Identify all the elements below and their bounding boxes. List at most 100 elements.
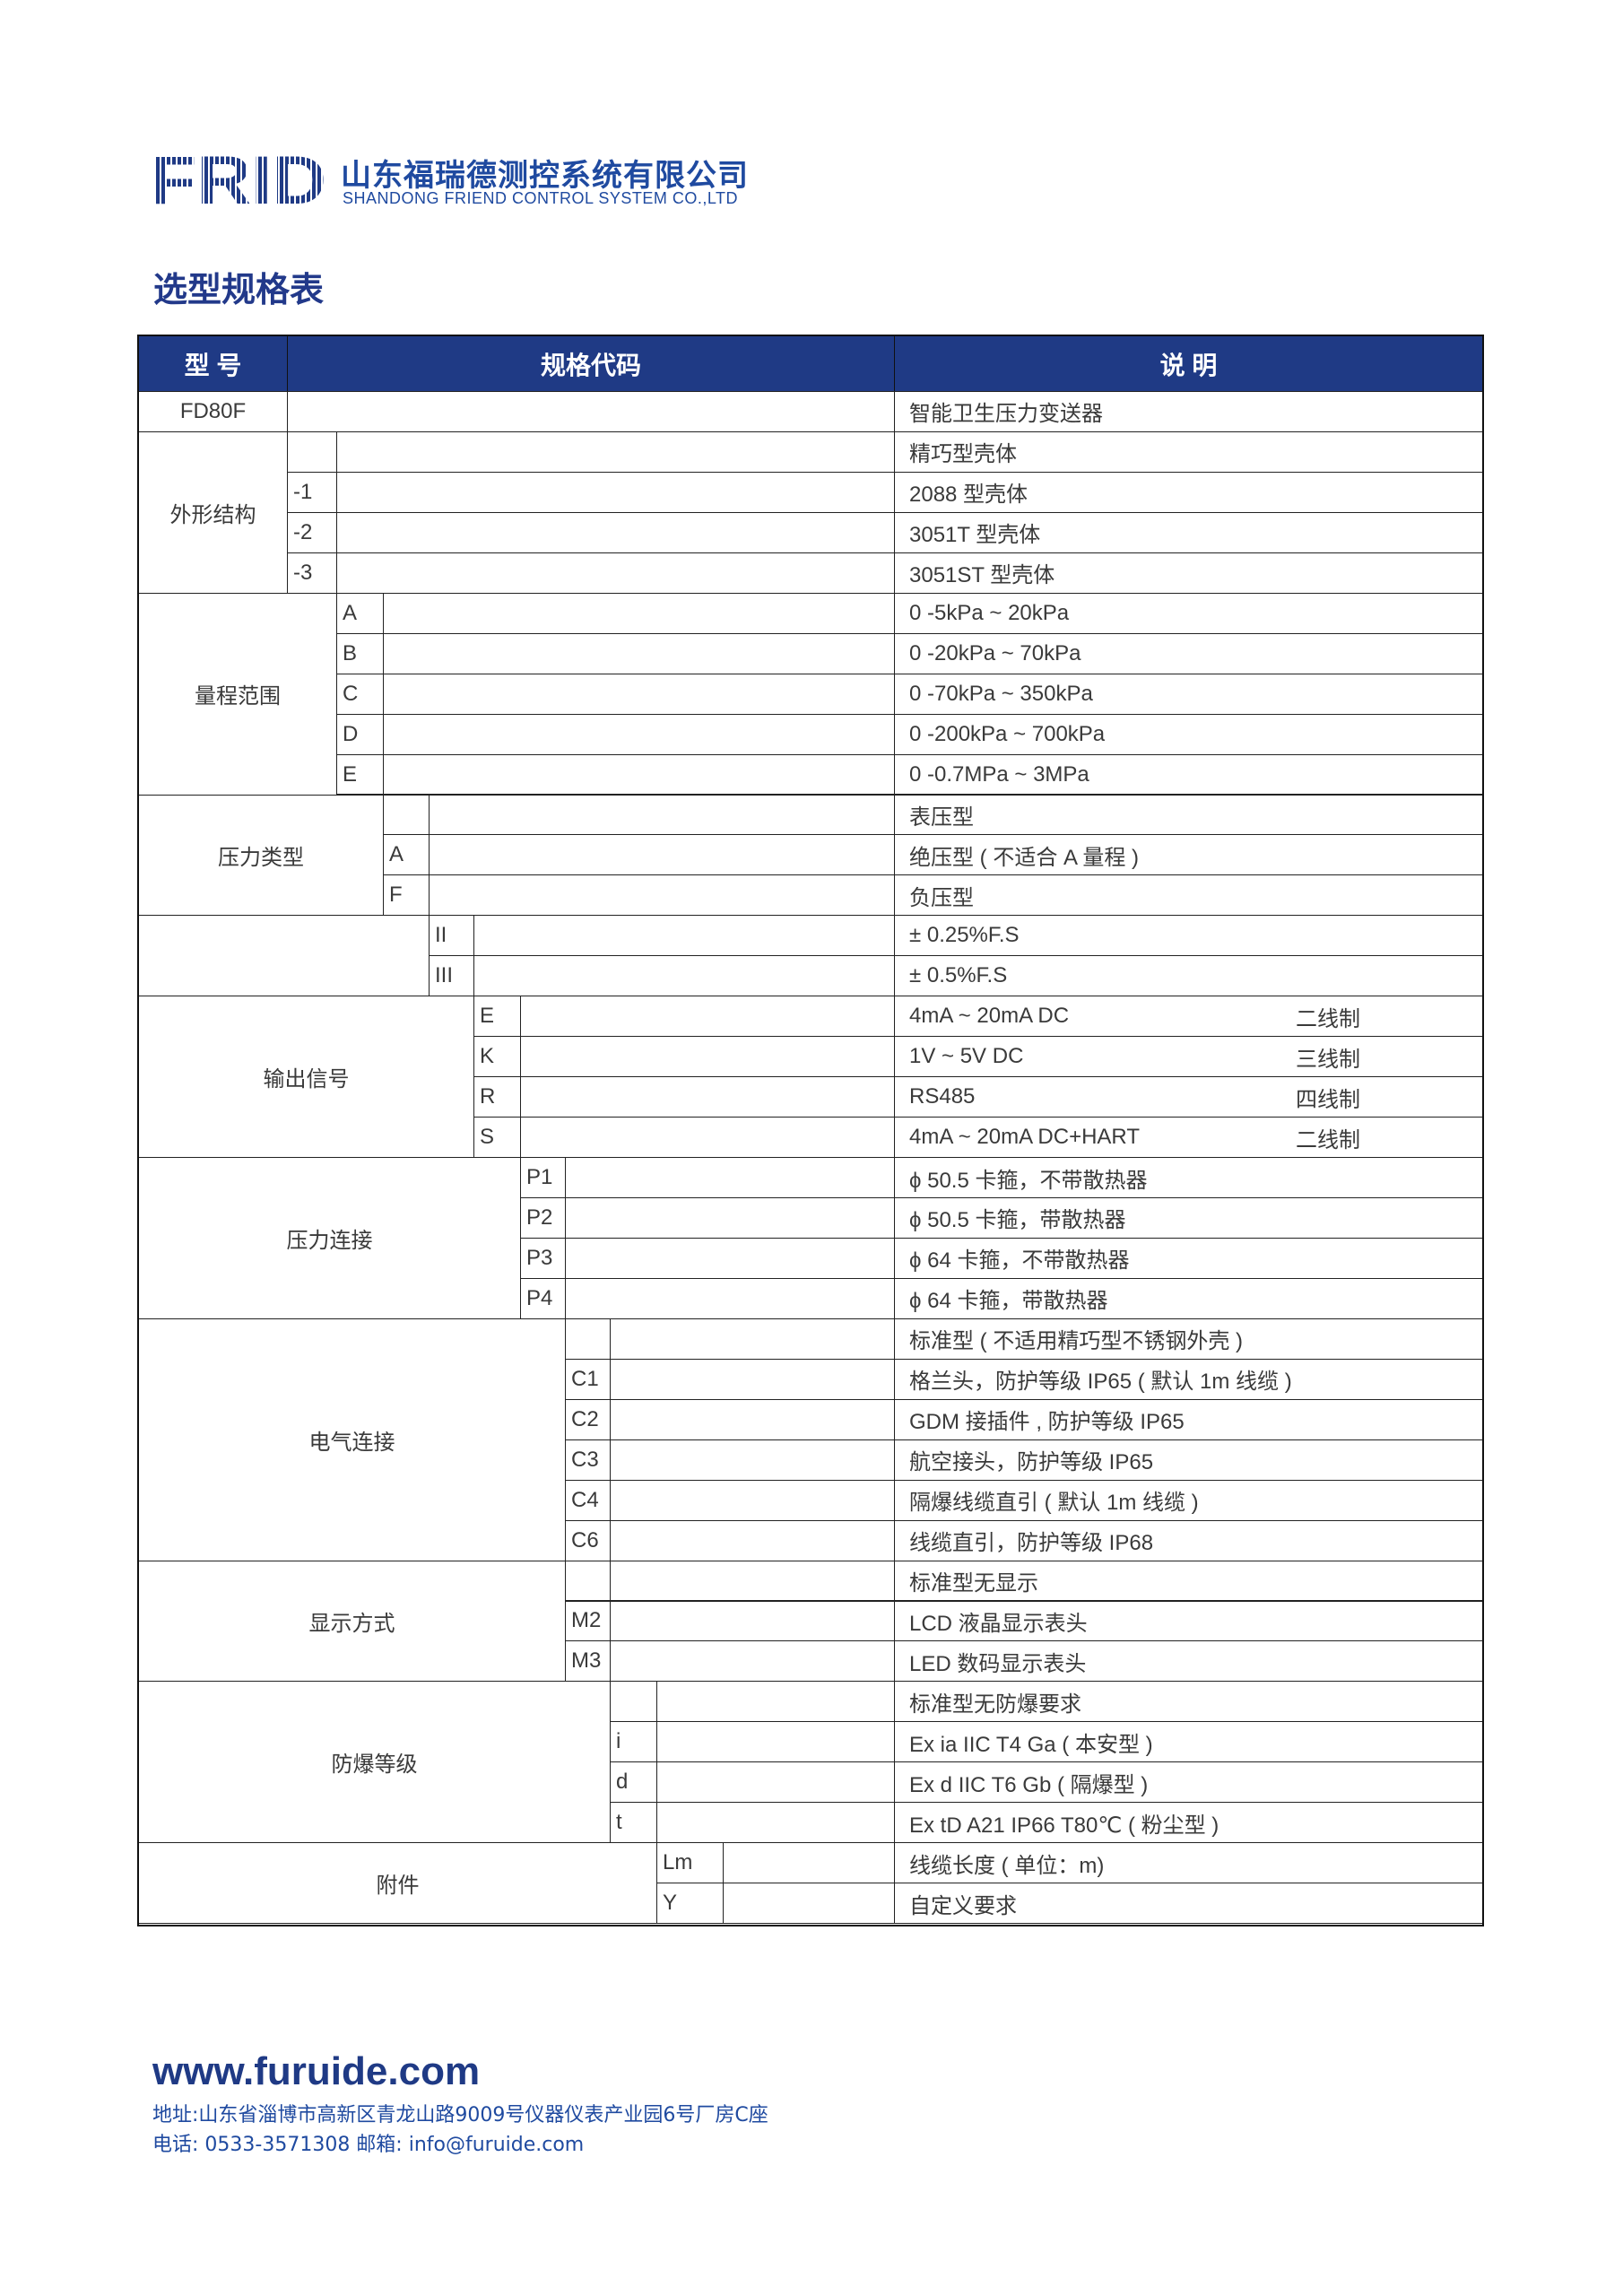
code-filler: [610, 1519, 895, 1561]
description-text: 0 -5kPa ~ 20kPa: [909, 600, 1070, 625]
code-filler: [429, 794, 895, 836]
description-text: 格兰头，防护等级 IP65 ( 默认 1m 线缆 ): [909, 1370, 1292, 1395]
spec-description: 4mA ~ 20mA DC+HART 二线制: [894, 1117, 1484, 1159]
spec-code: C4: [565, 1479, 611, 1521]
header-model: 型 号: [138, 335, 288, 392]
spec-description: 4mA ~ 20mA DC 二线制: [894, 996, 1484, 1038]
code-filler: [723, 1883, 895, 1925]
group-label: 压力类型: [138, 794, 384, 917]
code-filler: [429, 874, 895, 917]
group-label: [138, 915, 430, 997]
company-name-cn: 山东福瑞德测控系统有限公司: [341, 158, 749, 194]
description-text: 0 -70kPa ~ 350kPa: [909, 681, 1093, 706]
code-filler: [383, 592, 895, 634]
code-filler: [287, 391, 895, 432]
wiring-note: 三线制: [1296, 1047, 1360, 1072]
spec-code: Y: [656, 1883, 724, 1925]
description-text: Ex ia IIC T4 Ga ( 本安型 ): [909, 1732, 1153, 1757]
description-text: Ex d IIC T6 Gb ( 隔爆型 ): [909, 1772, 1149, 1797]
spec-description: 绝压型 ( 不适合 A 量程 ): [894, 834, 1484, 876]
code-filler: [565, 1157, 895, 1198]
group-label: 压力连接: [138, 1157, 521, 1319]
wiring-note: 四线制: [1296, 1087, 1360, 1112]
spec-description: 2088 型壳体: [894, 471, 1484, 513]
spec-description: 智能卫生压力变送器: [894, 391, 1484, 432]
svg-text:FRID: FRID: [151, 152, 326, 206]
description-text: 表压型: [909, 804, 974, 830]
code-filler: [336, 430, 895, 473]
code-filler: [565, 1237, 895, 1279]
spec-code: C6: [565, 1519, 611, 1561]
description-text: 标准型无显示: [909, 1571, 1038, 1596]
group-label: 显示方式: [138, 1560, 566, 1683]
spec-code: Lm: [656, 1842, 724, 1884]
group-label: FD80F: [138, 391, 288, 432]
spec-description: 航空接头，防护等级 IP65: [894, 1439, 1484, 1481]
wiring-note: 二线制: [1296, 1006, 1360, 1031]
description-text: 自定义要求: [909, 1893, 1017, 1918]
code-filler: [610, 1439, 895, 1481]
description-text: 负压型: [909, 885, 974, 910]
description-text: ± 0.25%F.S: [909, 923, 1020, 948]
description-text: 3051ST 型壳体: [909, 563, 1055, 588]
spec-description: 3051T 型壳体: [894, 511, 1484, 553]
spec-description: 0 -70kPa ~ 350kPa: [894, 673, 1484, 715]
spec-code: K: [473, 1036, 521, 1078]
code-filler: [610, 1479, 895, 1521]
description-text: 线缆直引，防护等级 IP68: [909, 1531, 1154, 1556]
spec-code: C2: [565, 1398, 611, 1440]
contact-info: 电话: 0533-3571308 邮箱: info@furuide.com: [152, 2134, 585, 2156]
description-text: 4mA ~ 20mA DC+HART: [909, 1125, 1140, 1150]
spec-code: [565, 1560, 611, 1602]
description-text: 绝压型 ( 不适合 A 量程 ): [909, 845, 1140, 870]
spec-code: C: [336, 673, 384, 715]
code-filler: [723, 1842, 895, 1884]
spec-description: ± 0.25%F.S: [894, 915, 1484, 957]
spec-description: 3051ST 型壳体: [894, 552, 1484, 594]
spec-code: d: [610, 1761, 657, 1804]
spec-description: LED 数码显示表头: [894, 1640, 1484, 1683]
spec-description: ± 0.5%F.S: [894, 955, 1484, 997]
description-text: LED 数码显示表头: [909, 1651, 1087, 1676]
spec-code: -2: [287, 511, 337, 553]
group-label: 附件: [138, 1842, 657, 1925]
spec-code: -1: [287, 471, 337, 513]
description-text: 线缆长度 ( 单位：m): [909, 1853, 1105, 1878]
code-filler: [429, 834, 895, 876]
code-filler: [520, 1076, 895, 1118]
spec-description: ϕ 64 卡箍，带散热器: [894, 1277, 1484, 1319]
spec-description: ϕ 50.5 卡箍，不带散热器: [894, 1157, 1484, 1198]
spec-code: -3: [287, 552, 337, 594]
code-filler: [473, 955, 895, 997]
description-text: 2088 型壳体: [909, 483, 1028, 508]
description-text: 1V ~ 5V DC: [909, 1044, 1024, 1069]
description-text: 精巧型壳体: [909, 442, 1017, 467]
code-filler: [656, 1761, 895, 1804]
spec-description: 精巧型壳体: [894, 430, 1484, 473]
spec-description: GDM 接插件 , 防护等级 IP65: [894, 1398, 1484, 1440]
code-filler: [383, 713, 895, 755]
group-label: 量程范围: [138, 592, 337, 796]
description-text: LCD 液晶显示表头: [909, 1611, 1088, 1636]
description-text: ϕ 50.5 卡箍，带散热器: [909, 1208, 1126, 1233]
website-link[interactable]: www.furuide.com: [152, 2049, 481, 2093]
code-filler: [336, 511, 895, 553]
spec-description: 线缆直引，防护等级 IP68: [894, 1519, 1484, 1561]
spec-code: D: [336, 713, 384, 755]
spec-code: P2: [520, 1197, 566, 1239]
spec-description: Ex ia IIC T4 Ga ( 本安型 ): [894, 1721, 1484, 1763]
description-text: ϕ 50.5 卡箍，不带散热器: [909, 1168, 1148, 1193]
spec-code: A: [383, 834, 430, 876]
company-logo: FRID: [151, 143, 330, 219]
spec-code: t: [610, 1802, 657, 1844]
code-filler: [336, 552, 895, 594]
code-filler: [610, 1640, 895, 1683]
code-filler: [610, 1600, 895, 1642]
code-filler: [610, 1398, 895, 1440]
spec-code: E: [336, 753, 384, 796]
code-filler: [520, 1036, 895, 1078]
spec-code: III: [429, 955, 474, 997]
spec-code: E: [473, 996, 521, 1038]
spec-description: Ex tD A21 IP66 T80℃ ( 粉尘型 ): [894, 1802, 1484, 1844]
address: 地址:山东省淄博市高新区青龙山路9009号仪器仪表产业园6号厂房C座: [152, 2104, 768, 2126]
